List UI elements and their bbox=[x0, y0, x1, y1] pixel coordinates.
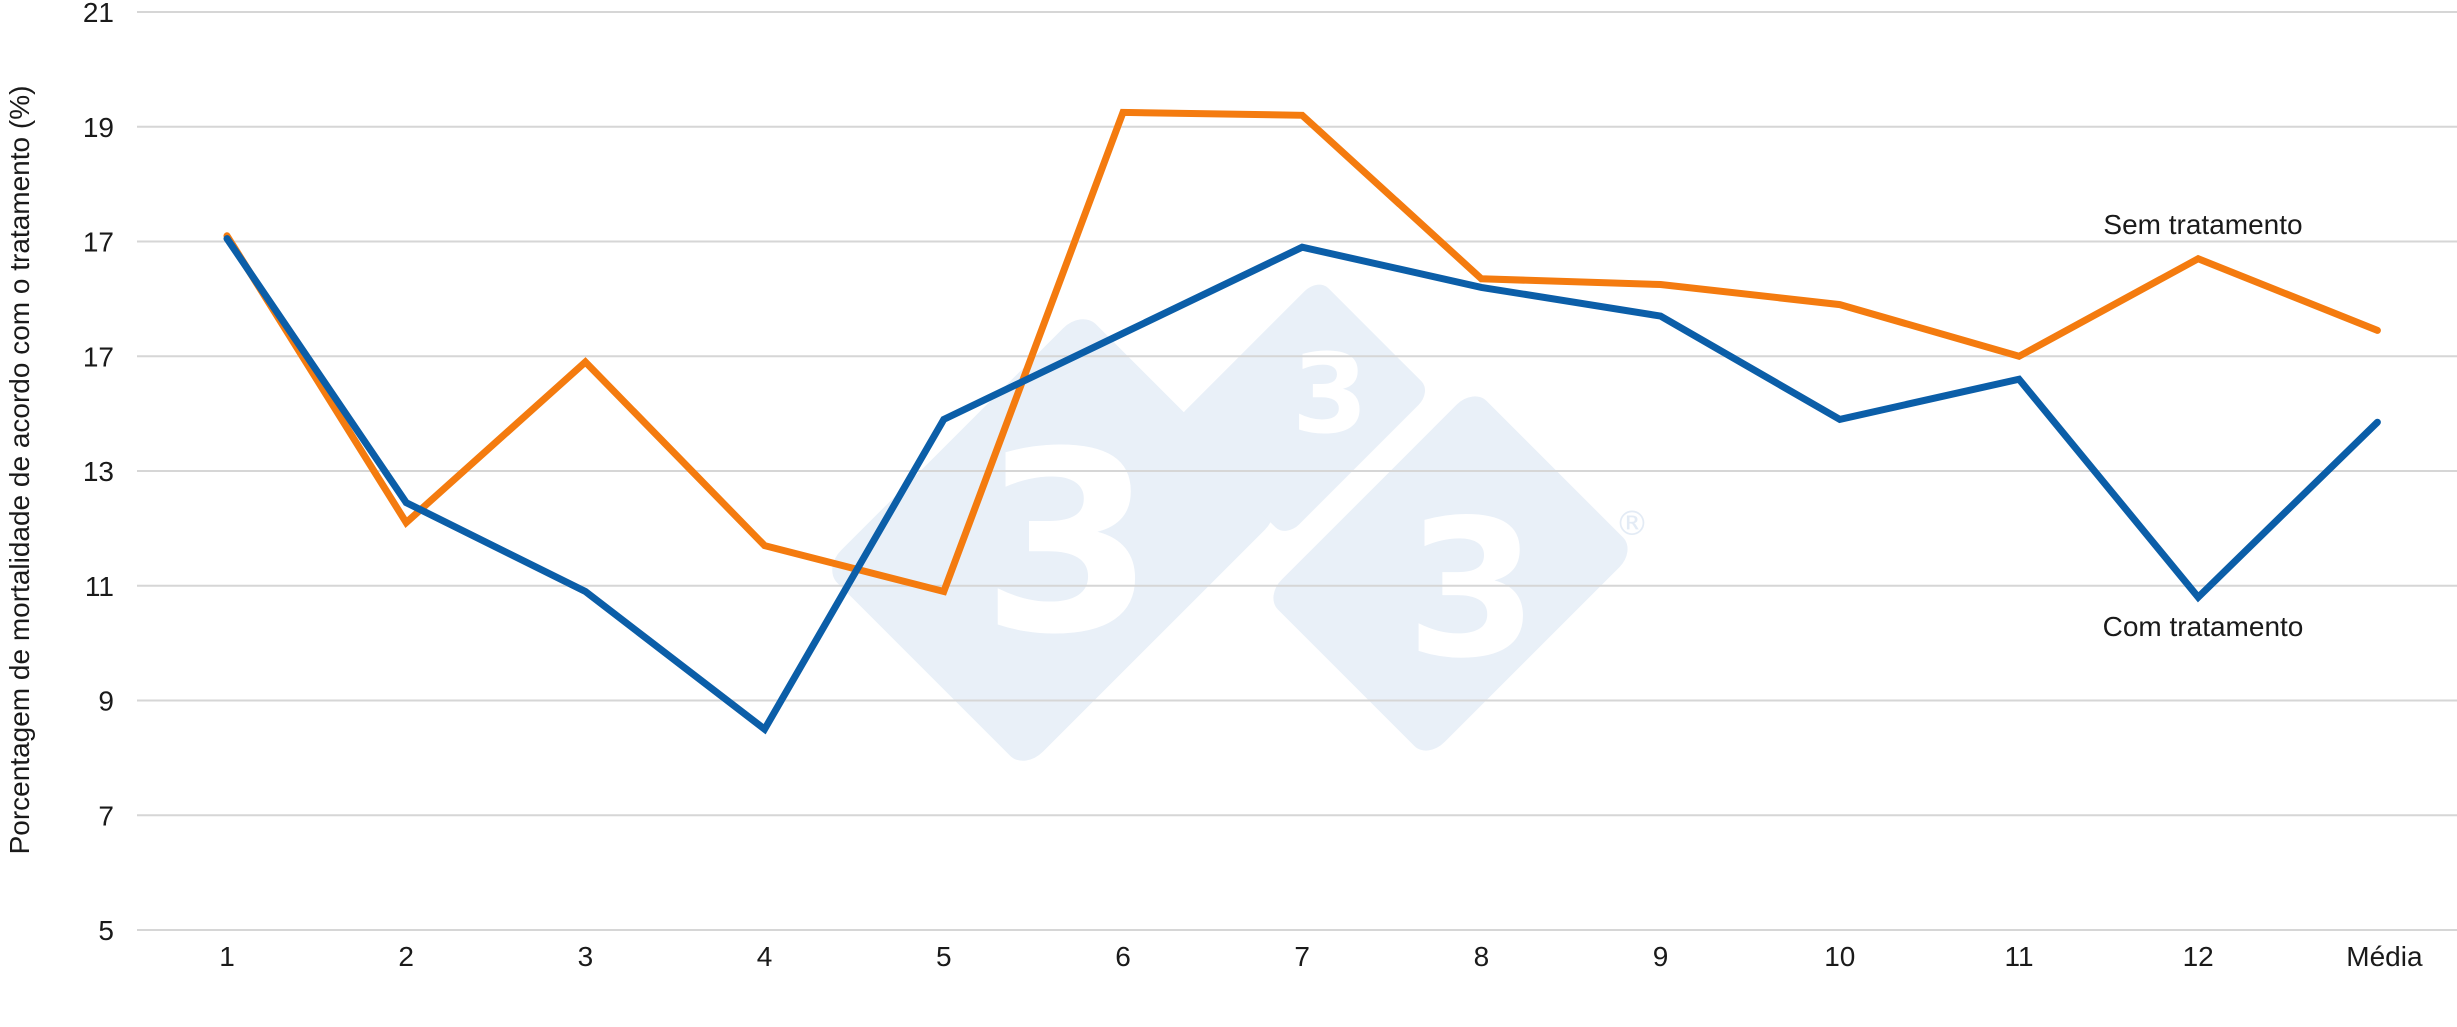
x-tick-label: 10 bbox=[1824, 941, 1855, 972]
y-tick-label: 5 bbox=[98, 915, 114, 946]
x-tick-label: 11 bbox=[2004, 941, 2033, 972]
registered-mark: ® bbox=[1615, 504, 1649, 544]
data-series bbox=[223, 108, 2381, 735]
x-tick-label: 6 bbox=[1115, 941, 1131, 972]
series-line-com-tratamento bbox=[223, 235, 2381, 735]
x-tick-label: 5 bbox=[936, 941, 952, 972]
y-tick-label: 17 bbox=[83, 227, 114, 258]
x-tick-label: 2 bbox=[398, 941, 414, 972]
y-axis-ticks: 21 19 17 17 13 11 9 7 5 bbox=[83, 0, 114, 946]
watermark-glyph-medium: 3 bbox=[1406, 479, 1538, 700]
y-tick-label: 11 bbox=[85, 571, 114, 602]
x-tick-label: 4 bbox=[757, 941, 773, 972]
y-tick-label: 13 bbox=[83, 456, 114, 487]
y-tick-label: 17 bbox=[83, 341, 114, 372]
x-tick-label: 3 bbox=[578, 941, 594, 972]
x-tick-label: Média bbox=[2346, 941, 2423, 972]
series-label-sem-tratamento: Sem tratamento bbox=[2103, 209, 2302, 240]
x-tick-label: 12 bbox=[2183, 941, 2214, 972]
x-tick-label: 7 bbox=[1294, 941, 1310, 972]
series-line-sem-tratamento bbox=[223, 108, 2381, 596]
watermark-glyph-large: 3 bbox=[981, 398, 1155, 689]
gridlines bbox=[137, 11, 2457, 931]
y-tick-label: 19 bbox=[83, 112, 114, 143]
x-axis-ticks: 1 2 3 4 5 6 7 8 9 10 11 12 Média bbox=[219, 941, 2423, 972]
series-label-com-tratamento: Com tratamento bbox=[2103, 611, 2304, 642]
x-tick-label: 8 bbox=[1474, 941, 1490, 972]
watermark-logo: 3 3 3 ® bbox=[832, 284, 1649, 761]
watermark-glyph-small: 3 bbox=[1292, 330, 1369, 458]
y-axis-label: Porcentagem de mortalidade de acordo com… bbox=[4, 86, 35, 855]
y-tick-label: 21 bbox=[83, 0, 114, 28]
y-tick-label: 7 bbox=[98, 800, 114, 831]
x-tick-label: 9 bbox=[1653, 941, 1669, 972]
x-tick-label: 1 bbox=[219, 941, 235, 972]
y-tick-label: 9 bbox=[98, 686, 114, 717]
